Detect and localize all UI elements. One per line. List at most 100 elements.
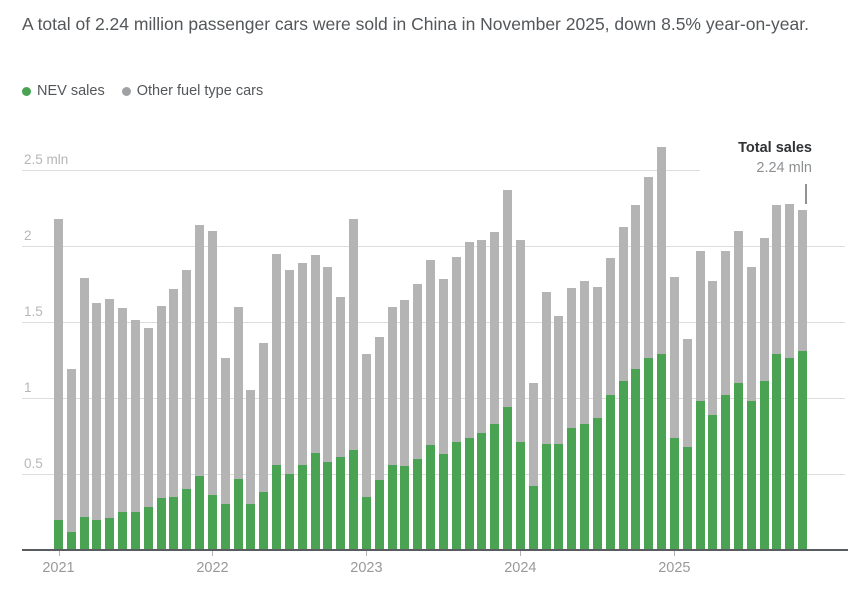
segment-nev xyxy=(220,504,230,550)
legend-label-other: Other fuel type cars xyxy=(136,83,264,99)
segment-other-fuel xyxy=(490,232,500,424)
segment-other-fuel xyxy=(118,308,128,512)
bar-jan-2024 xyxy=(515,240,525,550)
segment-other-fuel xyxy=(284,270,294,474)
segment-nev xyxy=(105,518,115,550)
bar-nov-2023 xyxy=(490,232,500,550)
bar-dec-2022 xyxy=(349,219,359,550)
segment-nev xyxy=(438,454,448,550)
annotation-title: Total sales xyxy=(738,140,812,156)
segment-nev xyxy=(361,497,371,550)
y-axis-label-2.5: 2.5 mln xyxy=(24,152,69,167)
annotation-value: 2.24 mln xyxy=(756,160,812,176)
segment-other-fuel xyxy=(220,358,230,504)
segment-nev xyxy=(349,450,359,550)
nev-legend-dot-icon xyxy=(22,86,31,96)
bar-mar-2023 xyxy=(387,307,397,550)
bar-feb-2024 xyxy=(528,383,538,550)
bar-apr-2022 xyxy=(246,390,256,550)
bar-jul-2021 xyxy=(130,320,140,550)
segment-nev xyxy=(785,358,795,550)
segment-nev xyxy=(541,444,551,550)
bar-oct-2024 xyxy=(631,205,641,550)
bar-sep-2021 xyxy=(156,306,166,550)
segment-other-fuel xyxy=(54,219,63,520)
segment-other-fuel xyxy=(130,320,140,512)
segment-other-fuel xyxy=(669,277,679,438)
bar-aug-2025 xyxy=(759,238,769,550)
segment-nev xyxy=(515,442,525,550)
x-axis-tick-2022 xyxy=(212,551,214,556)
legend-label-nev: NEV sales xyxy=(37,83,105,99)
segment-nev xyxy=(272,465,282,550)
bar-jul-2025 xyxy=(746,267,756,550)
bar-oct-2022 xyxy=(323,267,333,550)
segment-nev xyxy=(143,507,153,550)
segment-other-fuel xyxy=(195,225,205,476)
segment-other-fuel xyxy=(92,303,102,520)
bar-jan-2022 xyxy=(207,231,217,550)
legend-item-nev: NEV sales xyxy=(22,83,105,99)
segment-nev xyxy=(310,453,320,550)
segment-nev xyxy=(156,498,166,550)
segment-other-fuel xyxy=(515,240,525,442)
segment-nev xyxy=(79,517,89,550)
segment-other-fuel xyxy=(349,219,359,450)
x-axis-line xyxy=(22,549,848,551)
segment-other-fuel xyxy=(246,390,256,504)
bar-jan-2025 xyxy=(669,277,679,550)
segment-other-fuel xyxy=(580,281,590,424)
segment-nev xyxy=(759,381,769,550)
bar-may-2024 xyxy=(567,288,577,550)
segment-other-fuel xyxy=(156,306,166,498)
segment-nev xyxy=(528,486,538,550)
bar-dec-2024 xyxy=(657,147,666,550)
x-axis-tick-2025 xyxy=(674,551,676,556)
bar-may-2021 xyxy=(105,299,115,550)
segment-nev xyxy=(618,381,628,550)
segment-other-fuel xyxy=(528,383,538,486)
segment-other-fuel xyxy=(567,288,577,428)
segment-other-fuel xyxy=(426,260,436,445)
segment-other-fuel xyxy=(387,307,397,465)
x-axis-label-2025: 2025 xyxy=(658,560,691,576)
segment-nev xyxy=(118,512,128,550)
segment-nev xyxy=(798,351,808,550)
bar-jun-2025 xyxy=(733,231,743,550)
segment-other-fuel xyxy=(105,299,115,518)
bar-jun-2024 xyxy=(580,281,590,550)
bar-feb-2022 xyxy=(220,358,230,550)
bar-may-2023 xyxy=(413,284,423,550)
bar-jan-2021 xyxy=(54,219,63,550)
segment-nev xyxy=(387,465,397,550)
segment-nev xyxy=(169,497,179,550)
bar-sep-2023 xyxy=(464,242,474,550)
segment-other-fuel xyxy=(746,267,756,401)
bar-dec-2021 xyxy=(195,225,205,550)
segment-nev xyxy=(657,354,666,550)
bar-feb-2023 xyxy=(374,337,384,550)
segment-nev xyxy=(721,395,731,550)
segment-other-fuel xyxy=(297,263,307,465)
x-axis-tick-2024 xyxy=(520,551,522,556)
chart-title: A total of 2.24 million passenger cars w… xyxy=(22,14,809,34)
bar-mar-2025 xyxy=(695,251,705,550)
bar-jun-2023 xyxy=(426,260,436,550)
segment-other-fuel xyxy=(759,238,769,381)
segment-nev xyxy=(567,428,577,550)
legend: NEV sales Other fuel type cars xyxy=(22,83,263,99)
bar-jul-2023 xyxy=(438,279,448,550)
segment-nev xyxy=(195,476,205,550)
bar-nov-2024 xyxy=(644,177,654,550)
bar-jan-2023 xyxy=(361,354,371,550)
segment-other-fuel xyxy=(733,231,743,383)
segment-other-fuel xyxy=(592,287,602,418)
segment-other-fuel xyxy=(400,300,410,466)
segment-nev xyxy=(400,466,410,550)
segment-nev xyxy=(772,354,782,550)
bar-feb-2025 xyxy=(682,339,692,550)
bar-mar-2021 xyxy=(79,278,89,550)
segment-other-fuel xyxy=(169,289,179,497)
bar-feb-2021 xyxy=(66,369,76,550)
x-axis-tick-2023 xyxy=(366,551,368,556)
